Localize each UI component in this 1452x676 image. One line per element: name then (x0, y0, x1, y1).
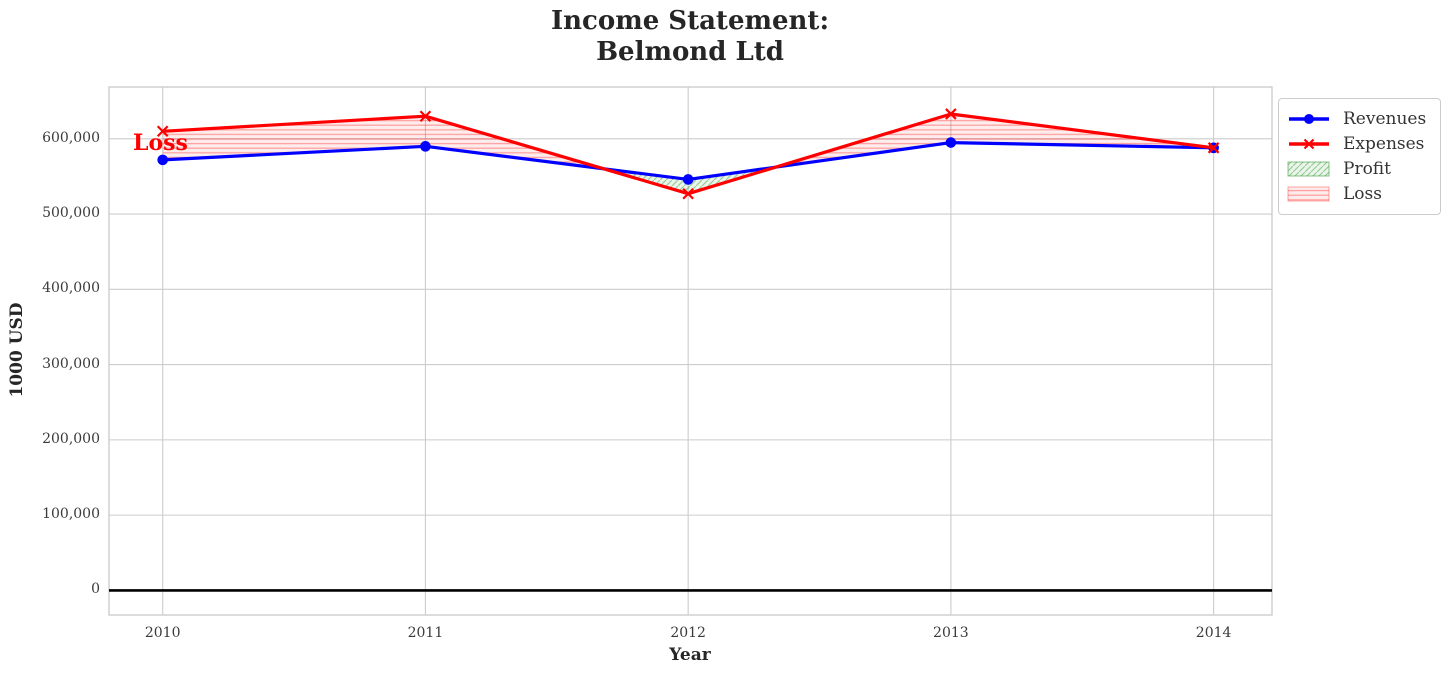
x-tick-label: 2014 (1195, 625, 1232, 641)
legend-label-loss: Loss (1343, 184, 1382, 205)
plot-border (108, 86, 1273, 616)
revenues-marker (420, 141, 431, 152)
loss-fill-region (162, 116, 604, 169)
loss-hatch-icon (1287, 186, 1330, 202)
chart-title: Income Statement: Belmond Ltd (0, 6, 1380, 68)
expenses-marker (945, 108, 957, 120)
expenses-marker (156, 125, 169, 138)
revenues-marker (682, 174, 694, 185)
revenues-line-icon (1289, 113, 1329, 124)
expenses-marker (682, 187, 694, 200)
revenues-marker (157, 154, 168, 166)
revenues-marker (945, 137, 957, 148)
legend-label-profit: Profit (1343, 159, 1391, 180)
y-tick-label: 600,000 (42, 129, 100, 146)
legend: Revenues Expenses Profit Loss (1278, 98, 1441, 215)
loss-fill-region (775, 114, 1214, 168)
chart-title-line2: Belmond Ltd (596, 37, 784, 67)
x-axis-label: Year (669, 645, 711, 665)
x-tick-label: 2011 (407, 625, 444, 641)
legend-label-expenses: Expenses (1343, 133, 1425, 154)
y-tick-label: 400,000 (42, 280, 100, 297)
legend-item-expenses: Expenses (1287, 131, 1431, 156)
legend-item-profit: Profit (1287, 157, 1431, 182)
x-tick-label: 2012 (670, 625, 706, 641)
legend-item-revenues: Revenues (1287, 106, 1431, 131)
y-tick-label: 0 (91, 581, 100, 598)
x-tick-label: 2013 (933, 625, 969, 641)
y-tick-label: 100,000 (42, 506, 100, 523)
legend-label-revenues: Revenues (1343, 108, 1427, 129)
y-tick-label: 300,000 (42, 355, 100, 372)
chart-title-line1: Income Statement: (550, 6, 830, 36)
profit-hatch-icon (1287, 161, 1330, 177)
expenses-marker (419, 110, 432, 122)
y-axis-label: 1000 USD (7, 302, 27, 398)
x-tick-label: 2010 (144, 625, 181, 641)
expenses-line-icon (1289, 138, 1329, 150)
y-tick-label: 500,000 (42, 205, 100, 222)
expenses-marker (1207, 142, 1220, 154)
gridlines (109, 87, 1272, 615)
loss-annotation: Loss (133, 130, 188, 157)
legend-item-loss: Loss (1287, 182, 1431, 207)
y-tick-label: 200,000 (42, 430, 100, 447)
